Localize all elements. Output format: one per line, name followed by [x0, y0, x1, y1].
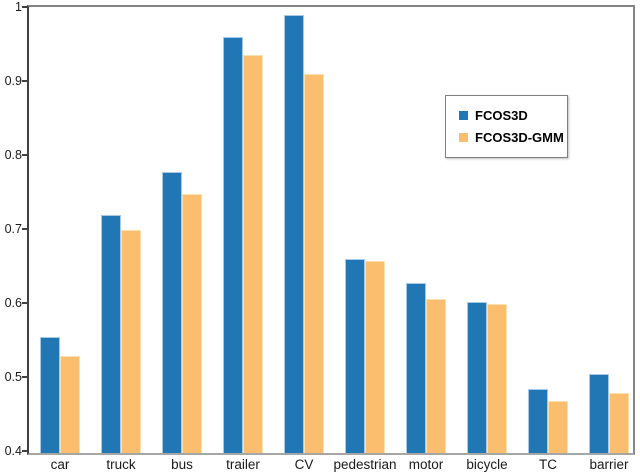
x-tick-label-cv: CV	[294, 457, 314, 472]
bar-fcos3d-bicycle	[467, 302, 487, 453]
y-tick-label-0.9: 0.9	[4, 74, 22, 88]
y-tick-label-0.8: 0.8	[4, 148, 22, 162]
x-tick-label-motor: motor	[408, 457, 444, 472]
x-tick-label-bicycle: bicycle	[466, 457, 508, 472]
bar-fcos3d-gmm-barrier	[609, 393, 629, 453]
y-tick-mark	[22, 228, 27, 230]
bar-fcos3d-motor	[406, 282, 426, 453]
legend: FCOS3D FCOS3D-GMM	[445, 95, 568, 158]
x-tick-label-pedestrian: pedestrian	[333, 457, 397, 472]
y-tick-label-0.5: 0.5	[4, 370, 22, 384]
legend-item-fcos3d-gmm: FCOS3D-GMM	[459, 126, 567, 148]
y-tick-mark	[22, 154, 27, 156]
bar-fcos3d-gmm-pedestrian	[365, 260, 385, 453]
bar-fcos3d-pedestrian	[345, 259, 365, 453]
x-tick-label-car: car	[50, 457, 70, 472]
bar-fcos3d-tc	[528, 388, 548, 453]
x-tick-label-trailer: trailer	[226, 457, 260, 472]
plot-area	[27, 5, 635, 455]
bar-fcos3d-truck	[101, 214, 121, 453]
bar-fcos3d-trailer	[223, 37, 243, 453]
legend-swatch-icon	[459, 110, 468, 120]
x-tick-label-tc: TC	[539, 457, 557, 472]
legend-item-fcos3d: FCOS3D	[459, 104, 567, 126]
legend-swatch-icon	[459, 132, 468, 142]
bar-fcos3d-gmm-cv	[304, 74, 324, 453]
bar-fcos3d-bus	[162, 171, 182, 453]
y-tick-mark	[22, 80, 27, 82]
bar-fcos3d-car	[40, 336, 60, 453]
bar-fcos3d-gmm-trailer	[243, 54, 263, 453]
y-tick-mark	[22, 302, 27, 304]
bar-fcos3d-gmm-tc	[548, 401, 568, 453]
bar-fcos3d-gmm-motor	[426, 299, 446, 453]
y-tick-label-1: 1	[15, 0, 22, 14]
y-tick-label-0.7: 0.7	[4, 222, 22, 236]
bar-fcos3d-barrier	[589, 373, 609, 453]
x-tick-label-barrier: barrier	[589, 457, 629, 472]
bar-fcos3d-cv	[284, 14, 304, 453]
bar-fcos3d-gmm-truck	[121, 229, 141, 453]
y-tick-label-0.4: 0.4	[4, 444, 22, 458]
bar-fcos3d-gmm-car	[60, 356, 80, 453]
y-tick-mark	[22, 6, 27, 8]
bar-fcos3d-gmm-bicycle	[487, 304, 507, 453]
y-tick-label-0.6: 0.6	[4, 296, 22, 310]
y-tick-mark	[22, 376, 27, 378]
y-tick-mark	[22, 450, 27, 452]
legend-label: FCOS3D	[475, 107, 528, 123]
x-tick-label-bus: bus	[171, 457, 193, 472]
bar-fcos3d-gmm-bus	[182, 194, 202, 453]
legend-label: FCOS3D-GMM	[475, 129, 564, 145]
x-tick-label-truck: truck	[106, 457, 136, 472]
